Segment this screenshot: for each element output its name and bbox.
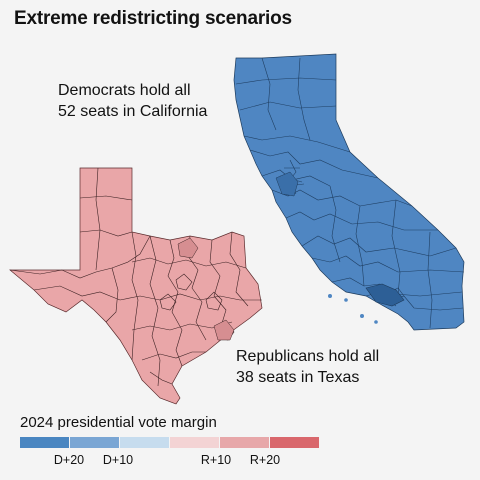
legend-tick-label: D+20 (53, 453, 85, 467)
texas-map (9, 167, 263, 405)
legend-swatch-4 (169, 437, 219, 448)
legend-swatch-3 (119, 437, 169, 448)
california-state-shape (233, 53, 465, 331)
legend-tick-label: R+10 (200, 453, 232, 467)
texas-state-shape (9, 167, 263, 405)
legend-tick-label: D+10 (102, 453, 134, 467)
channel-island (328, 294, 332, 298)
texas-district-lines (9, 167, 262, 387)
texas-caption-line2: 38 seats in Texas (236, 369, 360, 386)
california-map (233, 53, 465, 331)
legend-swatch-2 (69, 437, 119, 448)
legend-swatch-1 (20, 437, 69, 448)
la-dense-districts (365, 283, 405, 307)
legend-color-scale (20, 437, 319, 448)
california-caption-line2: 52 seats in California (58, 103, 208, 120)
channel-island (374, 320, 378, 324)
texas-caption: Republicans hold all 38 seats in Texas (236, 346, 379, 388)
california-caption: Democrats hold all 52 seats in Californi… (58, 80, 207, 122)
legend-swatch-5 (219, 437, 269, 448)
chart-title: Extreme redistricting scenarios (14, 8, 292, 29)
legend-title: 2024 presidential vote margin (20, 414, 217, 431)
legend-swatch-6 (269, 437, 319, 448)
houston-dense-districts (213, 319, 235, 341)
dallas-dense-districts (177, 237, 199, 259)
california-caption-line1: Democrats hold all (58, 82, 191, 99)
legend-tick-label: R+20 (249, 453, 281, 467)
channel-island (344, 298, 348, 302)
bay-area-dense-districts (275, 171, 299, 197)
channel-island (360, 314, 364, 318)
texas-caption-line1: Republicans hold all (236, 348, 380, 365)
